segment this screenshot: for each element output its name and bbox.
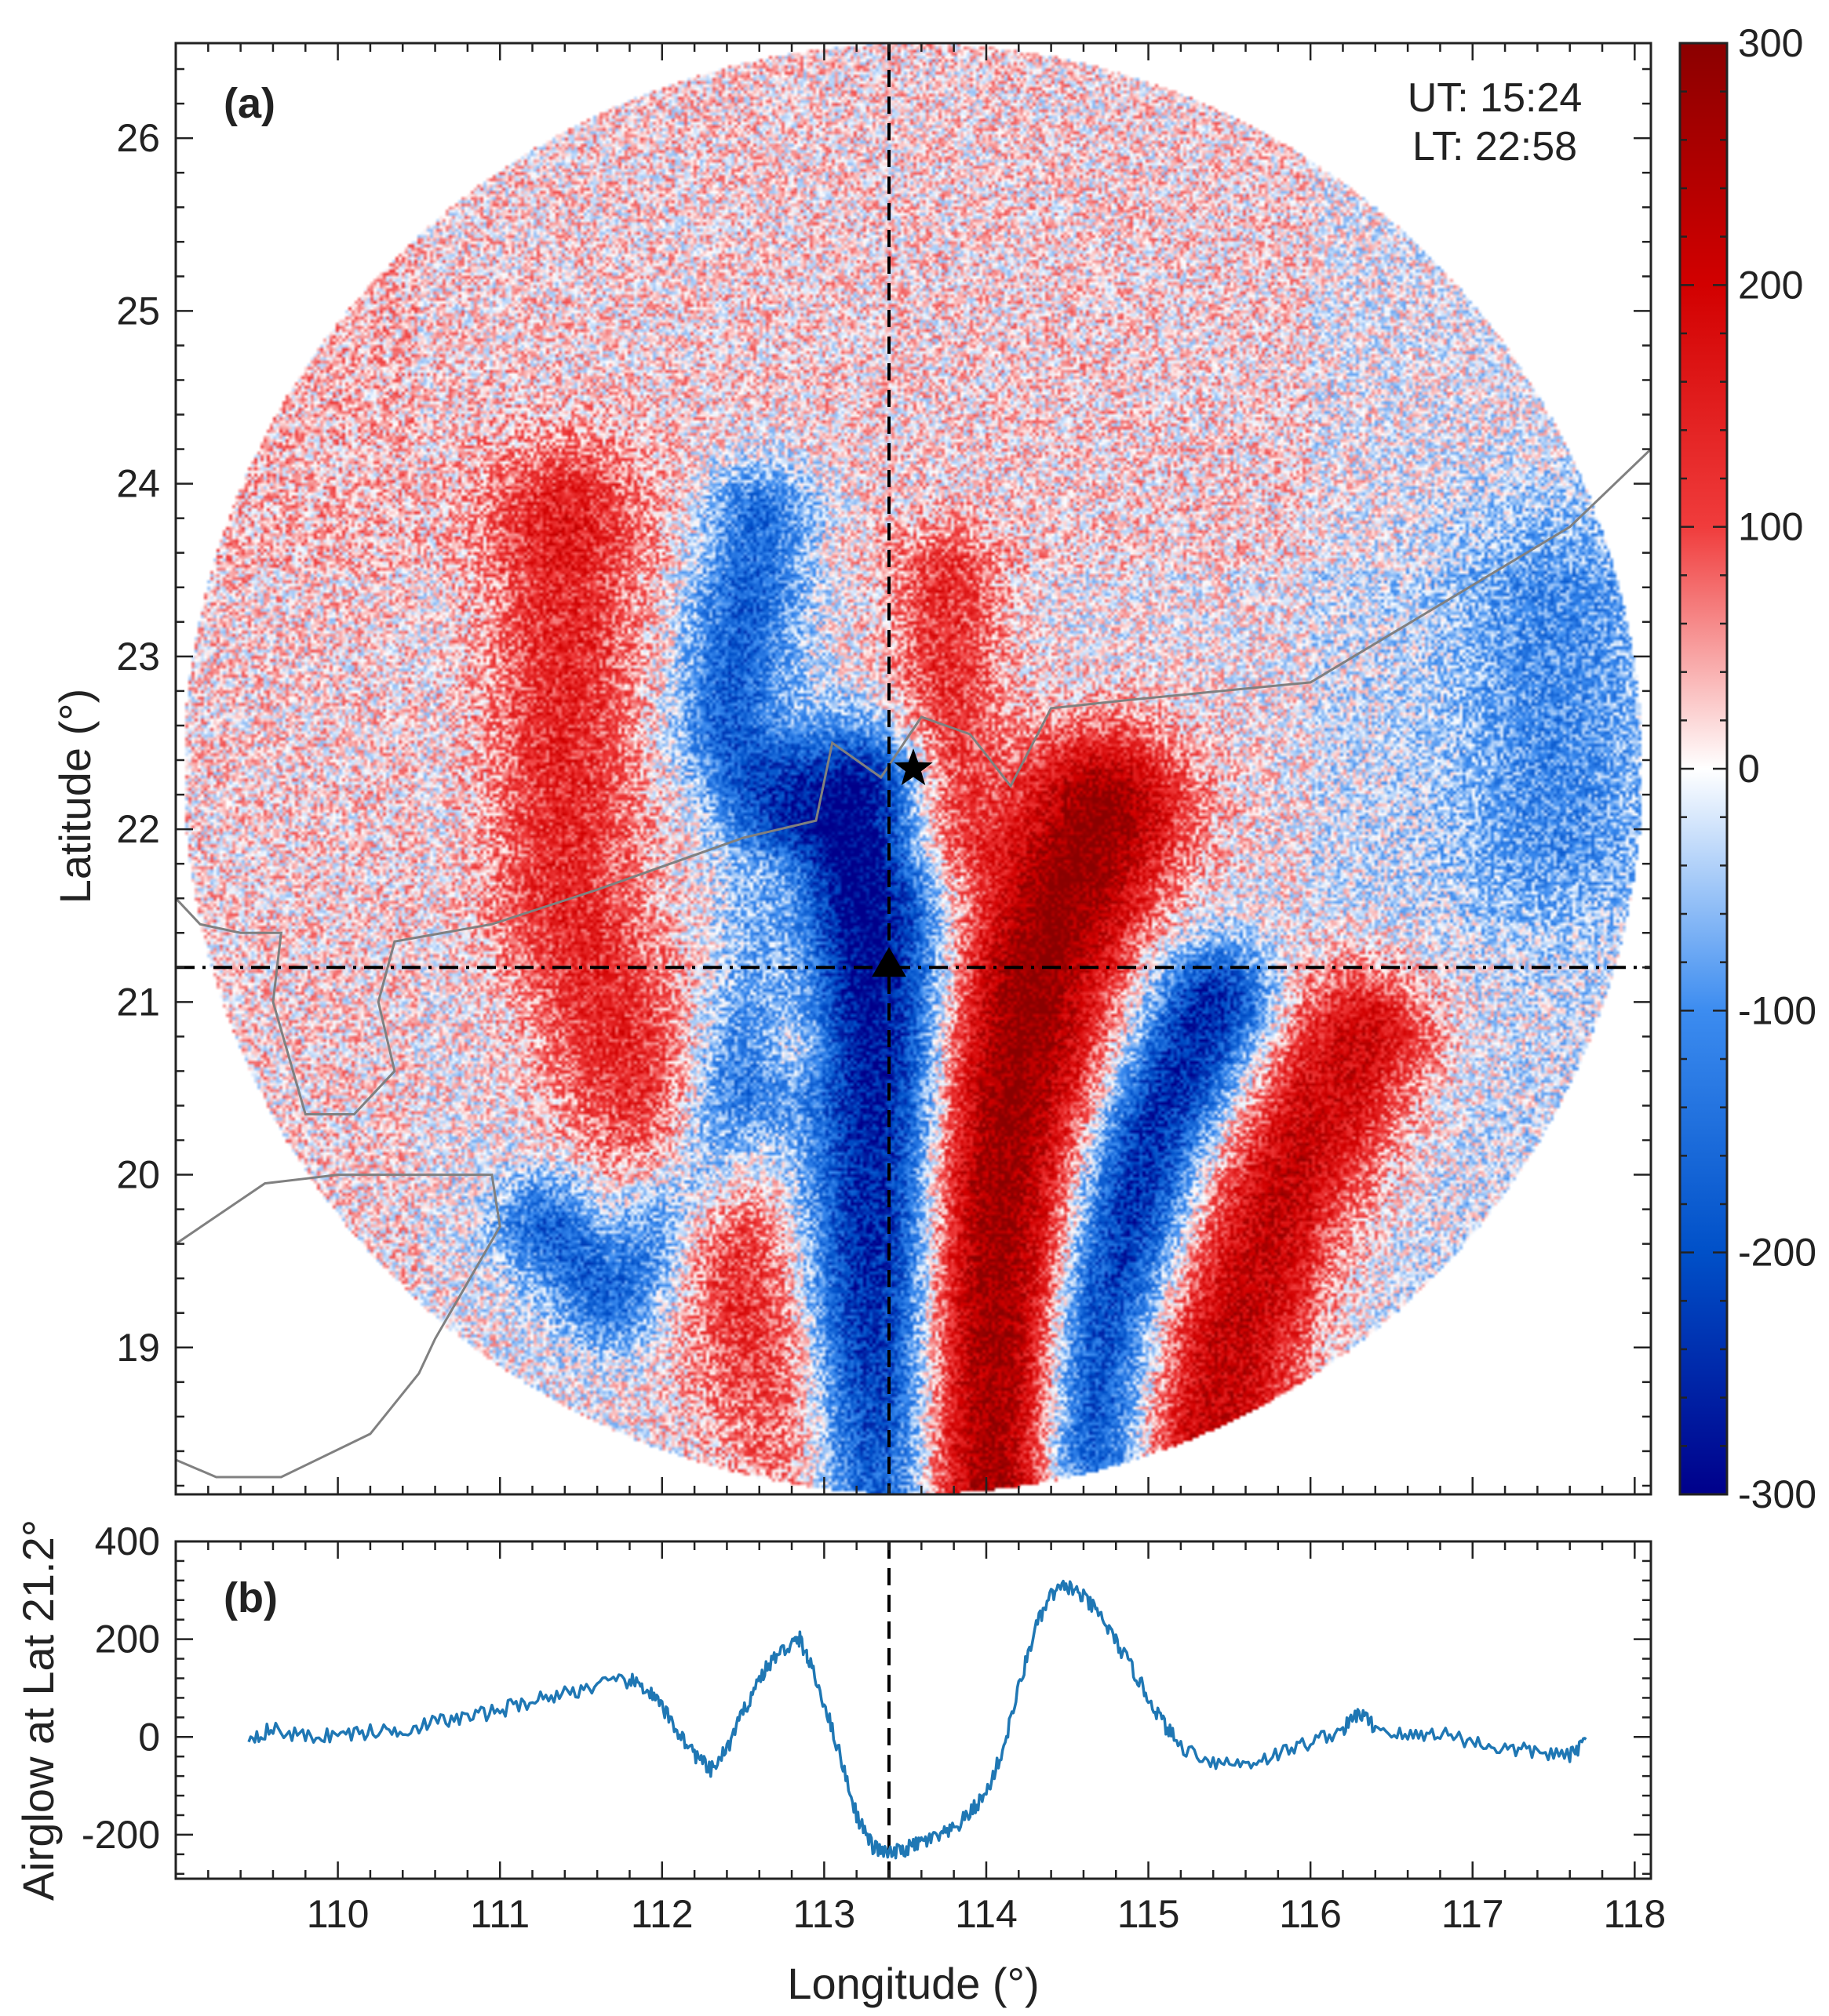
y-tick-label-a: 26	[116, 116, 160, 160]
y-axis-title-b: Airglow at Lat 21.2°	[13, 1519, 63, 1901]
y-tick-label-a: 22	[116, 807, 160, 851]
coastline-path	[176, 448, 1651, 1115]
colorbar: 300 200 100 0 -100 -200 -300	[1678, 21, 1816, 1516]
colorbar-tick-label: 300	[1738, 21, 1803, 65]
y-axis-title-a: Latitude (°)	[50, 689, 100, 904]
lt-label: LT: 22:58	[1412, 124, 1577, 169]
triangle-marker	[872, 947, 907, 977]
x-tick-label: 110	[307, 1892, 370, 1936]
colorbar-tick-label: -100	[1738, 988, 1816, 1032]
colorbar-ticks: 300 200 100 0 -100 -200 -300	[1680, 21, 1816, 1516]
y-tick-label-b: 0	[138, 1715, 160, 1759]
panel-a-ticks: 19 20 21 22 23 24 25 26	[116, 43, 1651, 1494]
panel-b-ticks: 400 200 0 -200 110 111 112 113 114 115 116 117 118	[82, 1519, 1666, 1936]
star-marker	[894, 748, 933, 785]
x-tick-label: 111	[470, 1892, 530, 1936]
y-tick-label-b: -200	[82, 1813, 160, 1857]
panel-b-frame	[174, 1540, 1652, 1880]
y-tick-label-a: 25	[116, 289, 160, 333]
x-tick-label: 116	[1279, 1892, 1342, 1936]
y-tick-label-a: 23	[116, 635, 160, 679]
panel-a-frame	[174, 42, 1652, 1496]
x-tick-label: 113	[793, 1892, 856, 1936]
x-tick-label: 118	[1603, 1892, 1666, 1936]
y-tick-label-a: 21	[116, 980, 160, 1024]
colorbar-tick-label: 200	[1738, 263, 1803, 307]
panel-b-airglow-profile: 400 200 0 -200 110 111 112 113 114 115 116 117 118 (…	[13, 1519, 1666, 2008]
x-tick-label: 112	[631, 1892, 694, 1936]
colorbar-tick-label: 100	[1738, 505, 1803, 549]
x-tick-label: 114	[955, 1892, 1018, 1936]
colorbar-tick-label: 0	[1738, 747, 1760, 791]
panel-a-airglow-map: 19 20 21 22 23 24 25 26 (a) UT: 15:24 LT: 22:58…	[50, 42, 1652, 1496]
colorbar-tick-label: -300	[1738, 1472, 1816, 1516]
y-tick-label-b: 400	[95, 1519, 160, 1563]
panel-a-label: (a)	[224, 80, 275, 127]
ut-label: UT: 15:24	[1408, 75, 1583, 121]
y-tick-label-a: 20	[116, 1153, 160, 1197]
coastline-path	[176, 1174, 501, 1479]
y-tick-label-a: 24	[116, 462, 160, 506]
coastline	[176, 448, 1651, 1479]
colorbar-tick-label: -200	[1738, 1231, 1816, 1275]
y-tick-label-a: 19	[116, 1326, 160, 1370]
panel-b-label: (b)	[224, 1574, 278, 1621]
x-tick-label: 117	[1441, 1892, 1504, 1936]
airglow-profile-line	[247, 1579, 1587, 1860]
y-tick-label-b: 200	[95, 1618, 160, 1661]
x-axis-title: Longitude (°)	[787, 1959, 1039, 2008]
x-tick-label: 115	[1117, 1892, 1180, 1936]
